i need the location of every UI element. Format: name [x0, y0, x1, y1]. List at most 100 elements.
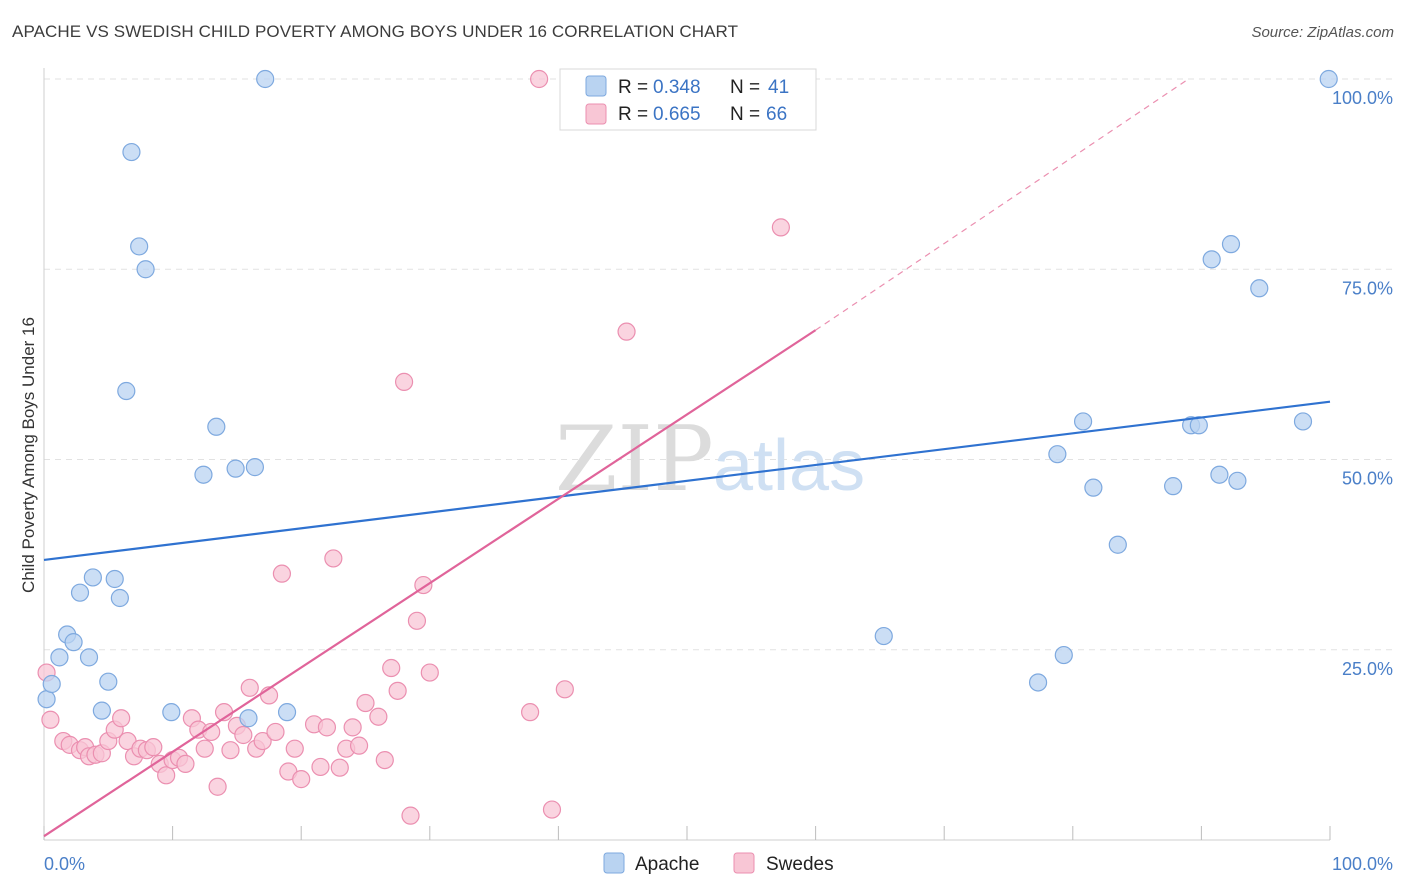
bottom-legend: Apache Swedes	[603, 852, 834, 875]
apache-point	[64, 633, 83, 652]
chart-title: APACHE VS SWEDISH CHILD POVERTY AMONG BO…	[12, 22, 739, 41]
apache-point	[1319, 69, 1338, 89]
swedes-point	[176, 754, 195, 774]
swedes-point	[388, 681, 407, 700]
swedes-point	[221, 741, 240, 760]
apache-point	[162, 703, 181, 722]
swedes-trend-extension	[815, 78, 1189, 331]
swedes-point	[420, 663, 439, 682]
bottom-legend-apache: Apache	[635, 854, 699, 875]
swedes-point	[394, 372, 414, 391]
legend-n-value-swedes: 66	[766, 104, 787, 125]
swedes-point	[272, 564, 292, 583]
axes	[43, 68, 1331, 841]
apache-point	[79, 648, 99, 667]
apache-point	[1202, 250, 1221, 269]
grid-lines	[44, 78, 1396, 651]
swedes-point	[285, 739, 304, 758]
watermark: ZIP atlas	[555, 407, 865, 512]
apache-point	[245, 458, 265, 477]
swedes-point	[375, 750, 394, 770]
apache-point	[130, 237, 149, 256]
swedes-point	[530, 69, 549, 89]
apache-point	[194, 465, 213, 484]
swedes-point	[240, 678, 259, 697]
apache-point	[1054, 645, 1073, 665]
tick-labels: 100.0% 75.0% 50.0% 25.0% 0.0% 100.0%	[44, 88, 1393, 874]
bottom-legend-swatch-swedes	[733, 852, 755, 874]
legend: R = 0.348 N = 41 R = 0.665 N = 66	[559, 68, 817, 131]
swedes-point	[617, 322, 636, 341]
swedes-point	[266, 722, 285, 742]
apache-point	[1028, 673, 1048, 692]
bottom-legend-swedes: Swedes	[766, 854, 834, 875]
y-tick-label: 50.0%	[1342, 469, 1393, 489]
apache-point	[42, 674, 61, 694]
apache-point	[277, 703, 297, 722]
swedes-point	[311, 757, 330, 777]
apache-point	[1164, 477, 1183, 496]
swedes-point	[356, 693, 375, 713]
watermark-atlas: atlas	[713, 426, 865, 506]
legend-r-value-swedes: 0.665	[653, 104, 701, 125]
legend-n-label-swedes: N =	[730, 104, 760, 125]
swedes-point	[324, 549, 343, 568]
data-points	[37, 69, 1338, 825]
x-tick-label-start: 0.0%	[44, 854, 85, 874]
apache-point	[105, 569, 124, 589]
apache-point	[70, 583, 90, 602]
apache-point	[1073, 412, 1093, 431]
y-tick-label: 25.0%	[1342, 659, 1393, 679]
apache-point	[207, 417, 226, 436]
swedes-point	[157, 766, 176, 785]
swedes-point	[401, 806, 420, 825]
swedes-point	[382, 658, 401, 678]
swedes-point	[234, 725, 253, 745]
watermark-zip: ZIP	[555, 407, 714, 512]
apache-point	[1250, 279, 1269, 298]
swedes-point	[771, 218, 790, 237]
apache-point	[226, 459, 245, 478]
legend-swatch-apache	[585, 75, 607, 97]
legend-n-label-apache: N =	[730, 77, 760, 98]
apache-point	[1048, 445, 1067, 464]
swedes-point	[343, 718, 362, 737]
swedes-point	[521, 703, 540, 722]
apache-point	[1210, 465, 1229, 484]
apache-point	[1293, 412, 1313, 431]
bottom-legend-swatch-apache	[603, 852, 625, 874]
apache-trend-line	[43, 400, 1331, 562]
swedes-point	[292, 770, 311, 789]
swedes-point	[330, 758, 349, 777]
swedes-point	[555, 680, 574, 699]
apache-point	[37, 690, 56, 709]
apache-point	[92, 701, 111, 720]
swedes-point	[195, 739, 214, 758]
legend-r-label-apache: R =	[618, 77, 648, 98]
swedes-point	[542, 800, 562, 819]
legend-n-value-apache: 41	[768, 77, 789, 98]
swedes-point	[253, 731, 272, 751]
apache-point	[1221, 235, 1241, 254]
apache-point	[50, 648, 69, 667]
apache-point	[83, 568, 102, 587]
apache-point	[136, 260, 155, 279]
apache-point	[239, 709, 258, 728]
legend-swatch-swedes	[585, 103, 607, 125]
apache-point	[1084, 478, 1103, 497]
swedes-point	[112, 709, 131, 728]
swedes-point	[41, 710, 60, 729]
swedes-point	[208, 777, 227, 796]
swedes-point	[349, 736, 369, 755]
apache-point	[110, 588, 129, 608]
apache-point	[117, 381, 136, 401]
trend-lines	[43, 78, 1331, 838]
apache-point	[256, 69, 275, 89]
y-tick-label: 75.0%	[1342, 278, 1393, 298]
source-label: Source: ZipAtlas.com	[1251, 24, 1394, 41]
x-tick-label-end: 100.0%	[1332, 854, 1393, 874]
apache-point	[874, 626, 893, 646]
swedes-trend-line	[43, 329, 817, 838]
swedes-point	[407, 611, 427, 630]
